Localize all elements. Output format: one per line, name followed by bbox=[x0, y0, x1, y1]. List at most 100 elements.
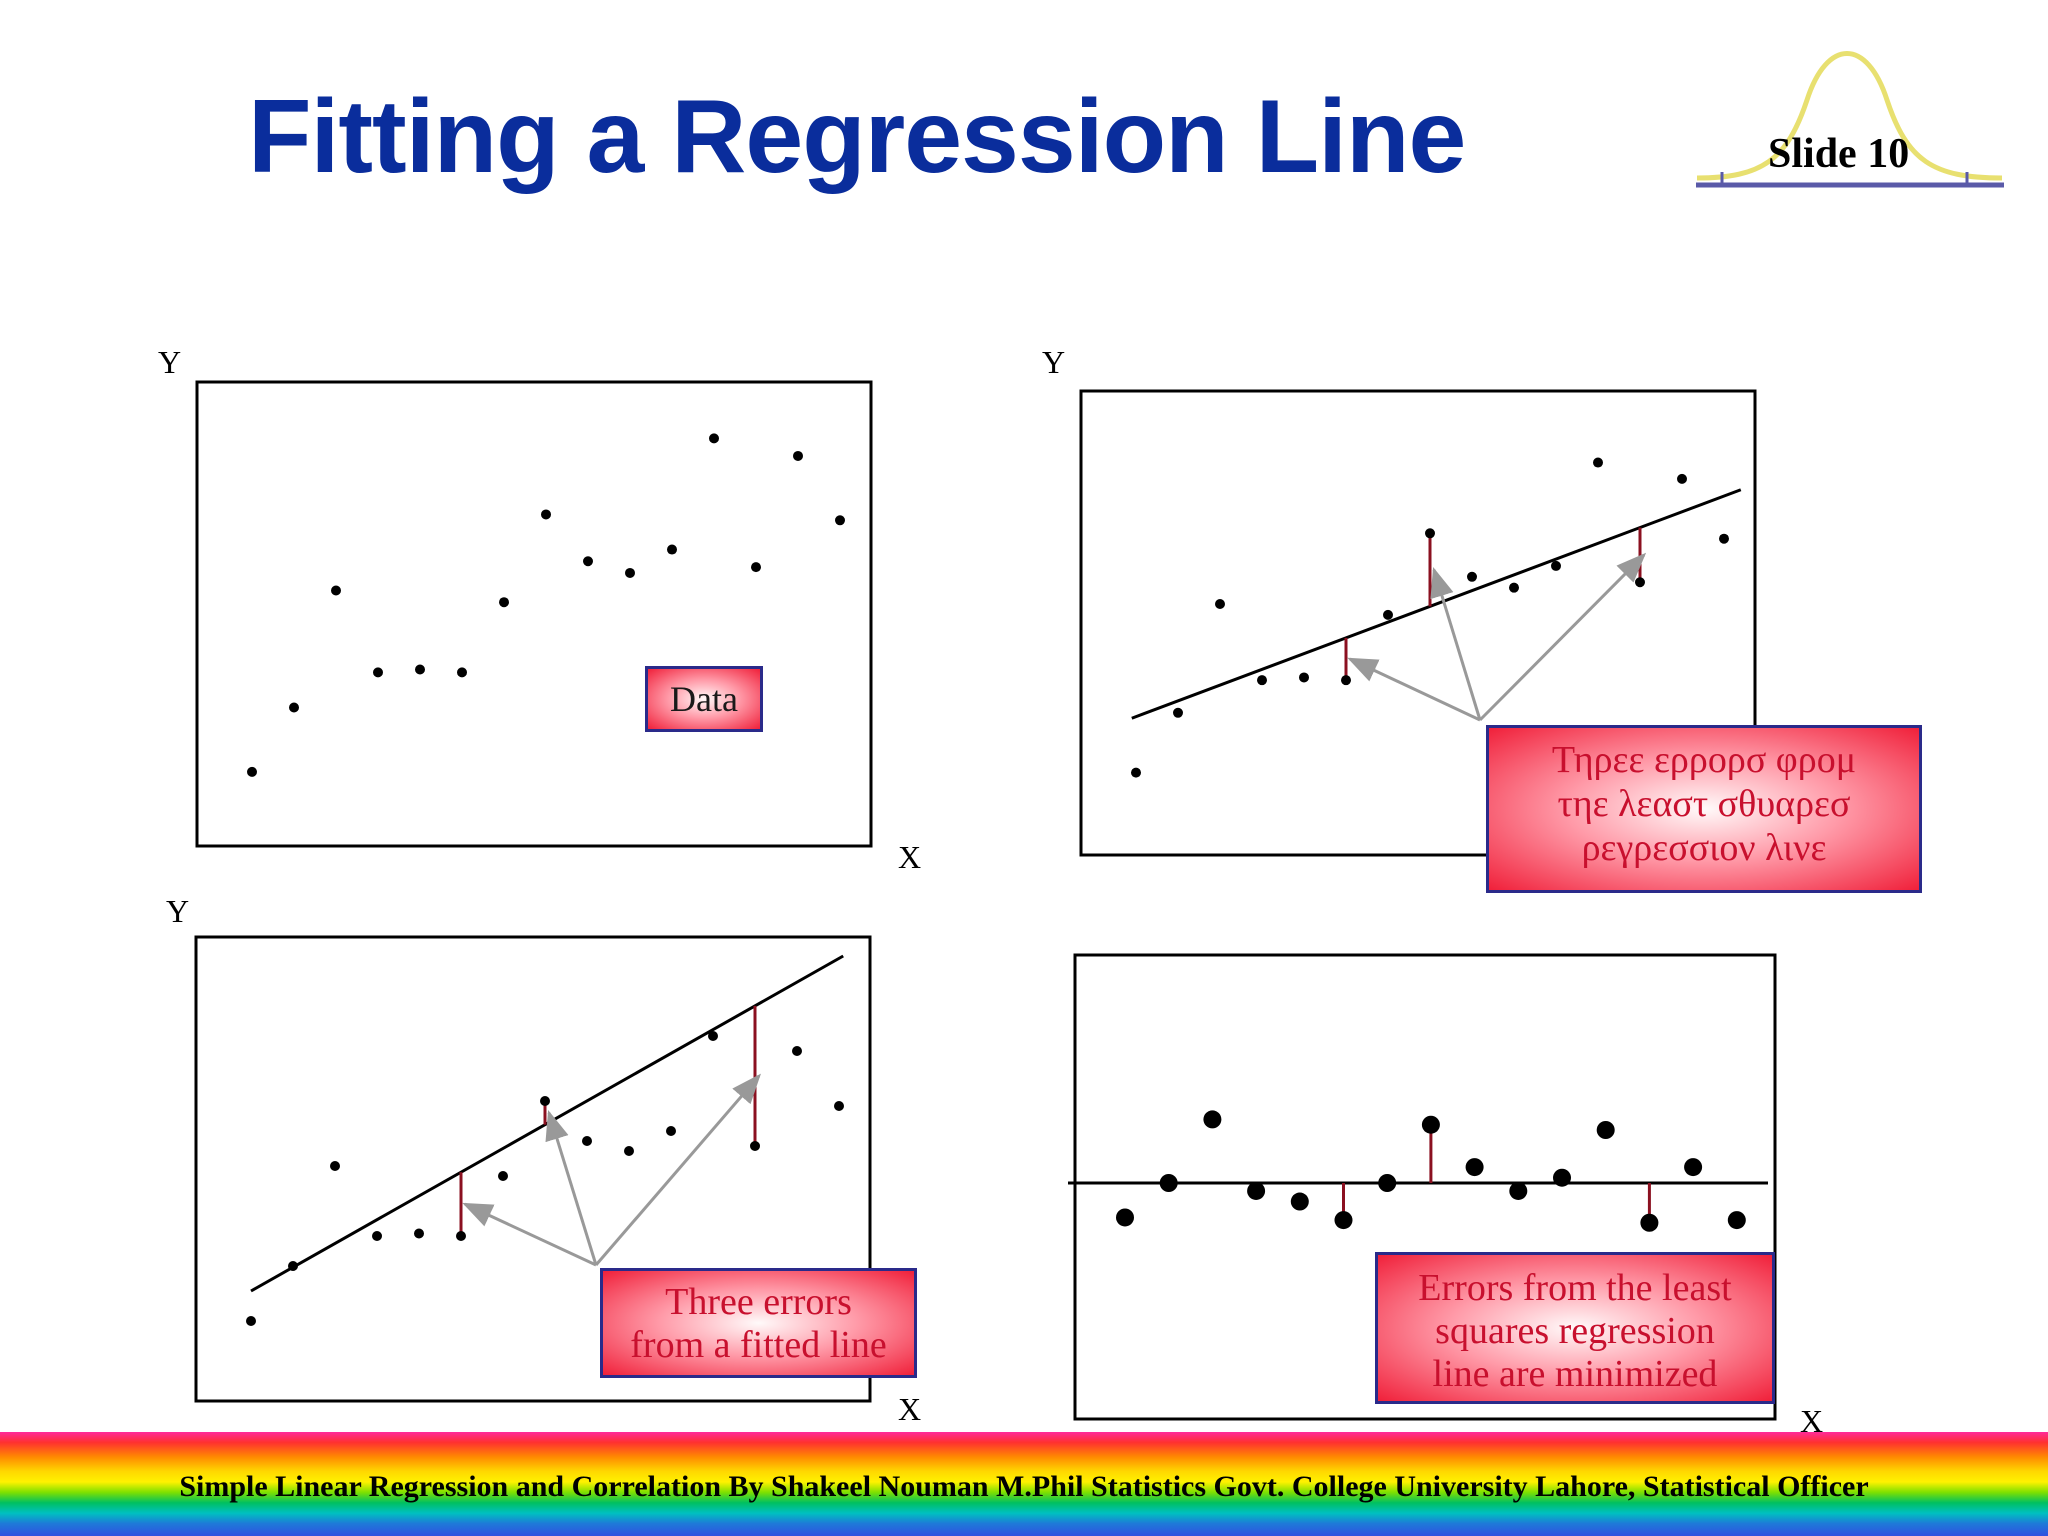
data-point bbox=[666, 1126, 676, 1136]
data-point bbox=[583, 556, 593, 567]
data-point bbox=[288, 1261, 298, 1271]
data-point bbox=[1159, 1174, 1178, 1192]
footer-text: Simple Linear Regression and Correlation… bbox=[179, 1470, 1869, 1503]
data-point bbox=[330, 1161, 340, 1171]
pointer-arrow bbox=[1478, 552, 1647, 722]
data-point bbox=[331, 585, 341, 596]
pointer-arrow bbox=[594, 1073, 761, 1266]
data-point bbox=[834, 1101, 844, 1111]
data-point bbox=[709, 433, 719, 444]
data-point bbox=[1553, 1168, 1571, 1187]
data-point bbox=[708, 1031, 718, 1041]
data-point bbox=[835, 515, 845, 526]
data-point bbox=[289, 702, 299, 713]
data-point bbox=[1425, 528, 1435, 539]
data-point bbox=[1131, 767, 1141, 778]
data-point bbox=[1299, 672, 1309, 683]
callout-line: Errors from the least bbox=[1418, 1267, 1732, 1309]
data-point bbox=[415, 664, 425, 675]
data-point bbox=[1173, 707, 1183, 718]
bell-curve-icon bbox=[1696, 51, 2004, 188]
data-point bbox=[1383, 609, 1393, 620]
data-point bbox=[792, 1046, 802, 1056]
data-point bbox=[246, 1316, 256, 1326]
callout-line: line are minimized bbox=[1432, 1353, 1718, 1395]
plot-frame bbox=[194, 935, 872, 1403]
data-point bbox=[1290, 1192, 1309, 1211]
panel-bottom-right: X bbox=[1068, 953, 1823, 1432]
data-point bbox=[1551, 560, 1561, 571]
data-point bbox=[1257, 675, 1267, 686]
pointer-arrow bbox=[1430, 566, 1482, 721]
data-point bbox=[1640, 1213, 1659, 1232]
data-point bbox=[1421, 1115, 1440, 1134]
x-axis-label: X bbox=[898, 839, 921, 875]
plot-frame bbox=[1073, 953, 1777, 1421]
data-callout-text: Data bbox=[670, 679, 738, 719]
data-point bbox=[457, 667, 467, 678]
data-point bbox=[1203, 1110, 1222, 1129]
data-point bbox=[1378, 1174, 1397, 1192]
data-callout: Data bbox=[645, 666, 763, 732]
data-point bbox=[667, 544, 677, 555]
slide-number: Slide 10 bbox=[1768, 131, 1910, 177]
data-point bbox=[1635, 577, 1645, 588]
footer-bar: Simple Linear Regression and Correlation… bbox=[0, 1432, 2048, 1536]
y-axis-label: Y bbox=[1042, 344, 1065, 380]
data-point bbox=[247, 766, 257, 777]
data-point bbox=[456, 1231, 466, 1241]
pointer-arrow bbox=[1347, 657, 1481, 722]
bell-curve-line bbox=[1696, 51, 2003, 181]
plot-frame bbox=[195, 380, 873, 848]
callout-line: from a fitted line bbox=[630, 1324, 887, 1366]
data-point bbox=[1334, 1211, 1353, 1230]
y-axis-label: Y bbox=[166, 893, 189, 929]
data-point bbox=[625, 567, 635, 578]
data-point bbox=[1465, 1158, 1484, 1177]
x-axis-label: X bbox=[898, 1391, 921, 1427]
data-point bbox=[1677, 473, 1687, 484]
data-point bbox=[751, 562, 761, 573]
callout-line: ρεγρεσσιον λινε bbox=[1581, 827, 1827, 869]
data-point bbox=[1596, 1121, 1615, 1139]
panel-bottom-left: YX bbox=[166, 893, 921, 1427]
three-errors-callout: Three errors from a fitted line bbox=[600, 1268, 917, 1378]
slide-title: Fitting a Regression Line bbox=[248, 79, 1466, 195]
pointer-arrow bbox=[545, 1109, 598, 1266]
callout-line: τηε λεαστ σθυαρεσ bbox=[1557, 783, 1851, 825]
pointer-arrow bbox=[462, 1202, 597, 1267]
normal-curve-logo: Slide 10 bbox=[1692, 30, 2012, 200]
panel-top-left: YX bbox=[158, 344, 921, 875]
least-squares-errors-callout: Τηρεε ερρορσ φρομ τηε λεαστ σθυαρεσ ρεγρ… bbox=[1486, 725, 1922, 893]
data-point bbox=[1719, 533, 1729, 544]
plot-frame bbox=[1079, 389, 1757, 857]
data-point bbox=[582, 1136, 592, 1146]
panel-top-right: Y bbox=[1042, 344, 1757, 857]
data-point bbox=[540, 1096, 550, 1106]
data-point bbox=[498, 1171, 508, 1181]
data-point bbox=[541, 509, 551, 520]
x-axis-label: X bbox=[1800, 1403, 1823, 1432]
data-point bbox=[1509, 1181, 1528, 1200]
data-point bbox=[793, 450, 803, 461]
data-point bbox=[1341, 675, 1351, 686]
data-point bbox=[1593, 457, 1603, 468]
data-point bbox=[1467, 571, 1477, 582]
callout-line: squares regression bbox=[1435, 1310, 1715, 1352]
data-point bbox=[414, 1228, 424, 1239]
data-point bbox=[372, 1231, 382, 1241]
data-point bbox=[499, 597, 509, 608]
data-point bbox=[1684, 1158, 1703, 1177]
data-point bbox=[1116, 1208, 1134, 1227]
callout-line: Τηρεε ερρορσ φρομ bbox=[1551, 739, 1857, 781]
data-point bbox=[373, 667, 383, 678]
data-point bbox=[1247, 1181, 1266, 1200]
data-point bbox=[750, 1141, 760, 1151]
errors-minimized-callout: Errors from the least squares regression… bbox=[1375, 1252, 1775, 1404]
data-point bbox=[1509, 582, 1519, 593]
data-point bbox=[1215, 599, 1225, 609]
data-point bbox=[1727, 1211, 1746, 1230]
y-axis-label: Y bbox=[158, 344, 181, 380]
data-point bbox=[624, 1146, 634, 1156]
